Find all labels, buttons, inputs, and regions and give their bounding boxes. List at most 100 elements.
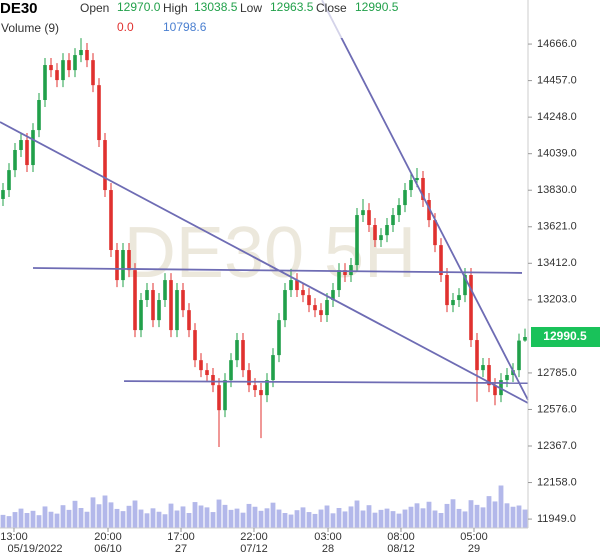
candle-body [289,280,293,291]
candle-body [247,370,251,386]
volume-bar [156,511,162,528]
x-tick-date: 27 [175,543,187,555]
volume-bar [66,509,72,528]
candle-body [229,360,233,381]
volume-bar [360,510,366,528]
volume-bar [168,503,174,528]
volume-bar [180,506,186,528]
volume-bar [60,505,66,528]
volume-bar [390,511,396,528]
volume-bar [84,511,90,528]
candle-body [1,190,5,199]
candle-body [313,305,317,311]
candle-body [55,70,59,81]
x-tick-label: 22:00 [240,531,268,543]
candle-body [91,60,95,86]
volume-bar [192,502,198,528]
volume-bar [408,506,414,528]
volume-bar [372,512,378,528]
volume-bar [378,509,384,528]
volume-bar [222,504,228,528]
volume-bar [342,511,348,528]
volume-bar [36,515,42,528]
volume-bar [216,499,222,528]
x-tick-date: 29 [468,543,480,555]
volume-bar [348,506,354,528]
volume-bar [420,508,426,528]
candle-body [271,355,275,381]
candle-body [481,365,485,371]
candle-body [133,270,137,331]
volume-bar [138,509,144,528]
volume-bar [336,508,342,528]
candle-body [193,330,197,361]
volume-bar [150,508,156,528]
volume-bar [462,511,468,528]
candle-body [385,225,389,236]
y-tick-label: 13203.0 [537,294,577,306]
volume-bar [18,508,24,528]
candle-body [199,360,203,371]
candle-body [421,177,425,201]
candle-body [19,140,23,151]
candle-body [493,385,497,396]
volume-value: 0.0 [117,20,134,34]
volume-bar [120,511,126,528]
volume-bar [366,505,372,528]
volume-bar [54,513,60,528]
y-tick-label: 12576.0 [537,403,577,415]
volume-bar [282,513,288,528]
volume-bar [492,501,498,528]
volume-bar [498,485,504,528]
volume-bar [432,510,438,528]
candle-body [157,300,161,321]
volume-bar [210,512,216,528]
candle-body [223,380,227,411]
volume-bar [144,513,150,528]
y-tick-label: 14039.0 [537,148,577,160]
candle-body [409,180,413,191]
candle-body [217,385,221,411]
header-value: 12963.5 [270,0,314,14]
x-tick-date: 05/19/2022 [7,543,62,555]
volume-bar [102,495,108,528]
x-tick-date: 28 [322,543,334,555]
volume-bar [522,509,528,528]
candle-body [451,300,455,306]
candle-body [403,190,407,206]
symbol: DE30 [0,0,38,17]
candle-body [319,310,323,316]
volume-bar [354,500,360,528]
x-tick-label: 03:00 [314,531,342,543]
volume-bar [162,514,168,528]
volume-bar [468,500,474,528]
y-tick-label: 13412.0 [537,257,577,269]
candle-body [181,290,185,311]
candle-body [25,140,29,166]
volume-bar [474,504,480,528]
volume-bar [72,500,78,528]
candle-body [37,100,41,131]
y-tick-label: 12158.0 [537,476,577,488]
candle-body [121,250,125,281]
candle-body [439,245,443,276]
candle-body [205,370,209,376]
header-value: 13038.5 [194,0,238,14]
volume-bar [198,505,204,528]
candle-body [97,85,101,141]
candle-body [415,177,419,181]
candle-body [283,290,287,321]
candle-body [139,300,143,331]
volume-bar [450,499,456,528]
candle-body [475,340,479,371]
candle-body [361,210,365,216]
candle-body [79,50,83,56]
volume-bar [0,514,6,528]
volume-label: Volume (9) [1,21,59,35]
trend-line [321,0,529,401]
volume-bar [480,507,486,528]
candle-body [163,280,167,301]
candle-body [445,275,449,306]
volume-bar [516,505,522,528]
